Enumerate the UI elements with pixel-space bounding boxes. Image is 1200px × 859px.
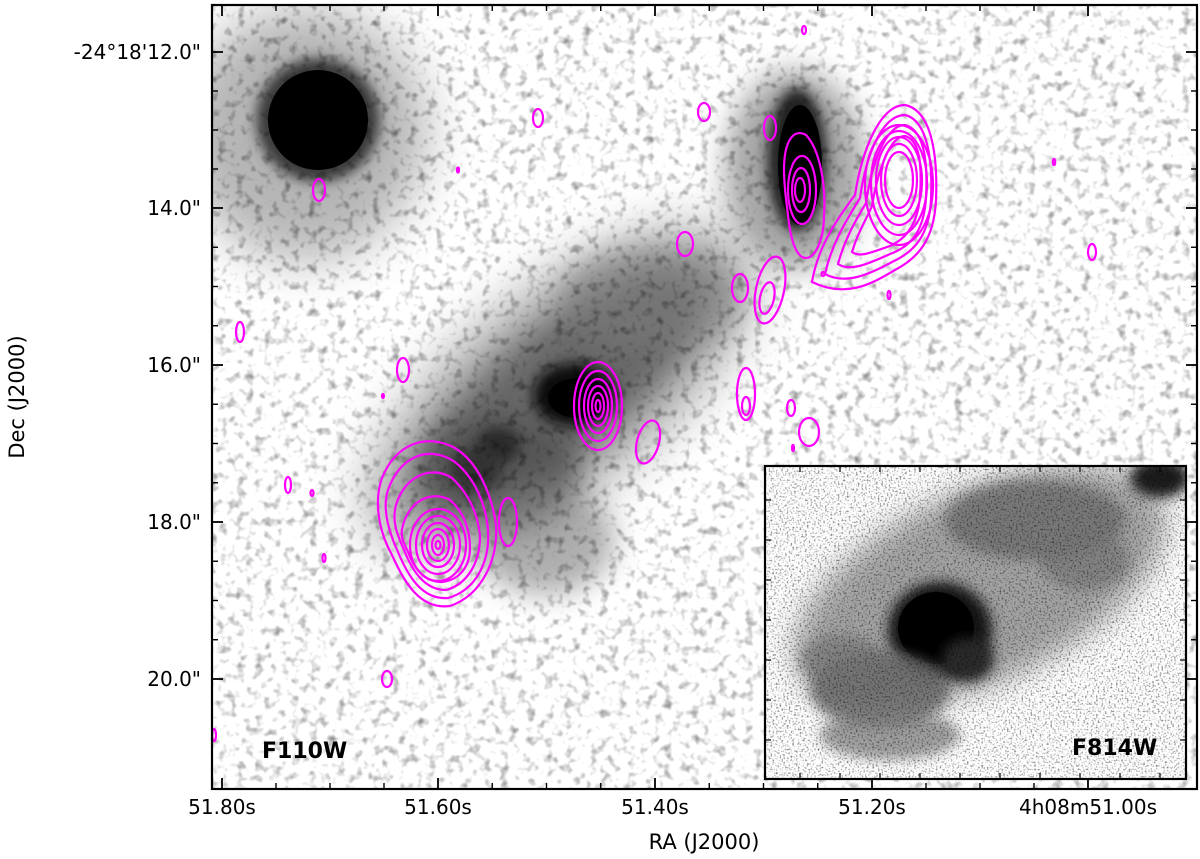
- x-tick-label: 51.20s: [838, 795, 906, 819]
- y-tick-label: 20.0": [147, 667, 201, 691]
- x-axis-label: RA (J2000): [649, 830, 760, 854]
- contour-compact-source: [782, 132, 826, 260]
- contour-lobe-north: [810, 103, 938, 291]
- contour-jet-knots: [675, 114, 821, 448]
- inset-filter-label: F814W: [1072, 736, 1157, 761]
- contour-noise-spots: [212, 24, 1098, 743]
- inset-ticks: [765, 466, 1186, 779]
- y-tick-labels: -24°18'12.0" 14.0" 16.0" 18.0" 20.0": [74, 40, 201, 691]
- contour-lobe-south: [376, 440, 519, 608]
- radio-contours: [212, 24, 1098, 743]
- x-tick-label: 51.40s: [621, 795, 689, 819]
- y-tick-label: 16.0": [147, 353, 201, 377]
- main-panel-frame: [210, 3, 1199, 791]
- inset-panel-frame: [763, 464, 1188, 781]
- x-tick-labels: 51.80s 51.60s 51.40s 51.20s 4h08m51.00s: [188, 795, 1157, 819]
- y-tick-label: 14.0": [147, 196, 201, 220]
- main-filter-label: F110W: [262, 739, 347, 764]
- main-image-panel: [212, 5, 1197, 789]
- y-axis-label: Dec (J2000): [5, 335, 29, 458]
- y-tick-label: -24°18'12.0": [74, 40, 201, 64]
- y-tick-label: 18.0": [147, 510, 201, 534]
- contour-core: [572, 360, 662, 465]
- x-tick-label: 51.60s: [404, 795, 472, 819]
- x-tick-label: 4h08m51.00s: [1019, 795, 1157, 819]
- x-tick-label: 51.80s: [188, 795, 256, 819]
- inset-image-panel: [765, 466, 1186, 779]
